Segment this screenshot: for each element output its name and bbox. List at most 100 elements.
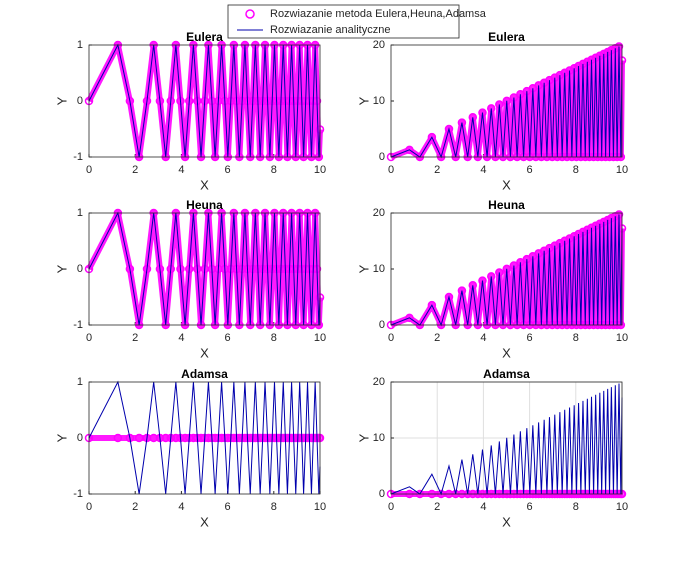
x-tick-label: 6 bbox=[527, 332, 533, 344]
y-tick-label: -1 bbox=[73, 319, 83, 331]
x-tick-label: 0 bbox=[86, 164, 92, 176]
axes-box bbox=[390, 381, 623, 495]
marker bbox=[405, 313, 414, 323]
x-tick-label: 8 bbox=[271, 332, 277, 344]
x-tick-label: 4 bbox=[178, 501, 184, 513]
x-tick-label: 4 bbox=[480, 332, 486, 344]
x-tick-label: 10 bbox=[616, 332, 628, 344]
y-tick-label: 0 bbox=[77, 263, 83, 275]
x-tick-label: 10 bbox=[616, 164, 628, 176]
subplot-title: Eulera bbox=[186, 30, 223, 44]
x-tick-label: 2 bbox=[132, 501, 138, 513]
x-tick-label: 4 bbox=[178, 164, 184, 176]
x-axis-label: X bbox=[502, 345, 511, 360]
x-tick-label: 10 bbox=[616, 501, 628, 513]
y-tick-label: 0 bbox=[379, 319, 385, 331]
y-axis-label: Y bbox=[356, 96, 371, 105]
y-axis-label: Y bbox=[54, 264, 69, 273]
y-axis-label: Y bbox=[54, 433, 69, 442]
y-tick-label: 20 bbox=[373, 376, 385, 388]
x-tick-label: 6 bbox=[225, 501, 231, 513]
y-tick-label: 0 bbox=[379, 488, 385, 500]
marker bbox=[149, 433, 158, 443]
x-tick-label: 0 bbox=[86, 501, 92, 513]
axes-box bbox=[88, 212, 321, 326]
x-tick-label: 2 bbox=[434, 164, 440, 176]
marker bbox=[113, 433, 123, 443]
x-tick-label: 8 bbox=[271, 164, 277, 176]
y-tick-label: 20 bbox=[373, 207, 385, 219]
marker bbox=[180, 433, 190, 443]
x-axis-label: X bbox=[200, 177, 209, 192]
x-tick-label: 6 bbox=[225, 332, 231, 344]
x-tick-label: 6 bbox=[225, 164, 231, 176]
subplot: 0 2 4 6 8 10 0 10 20 Eulera X Y bbox=[356, 30, 628, 192]
x-axis-label: X bbox=[200, 514, 209, 529]
x-tick-label: 2 bbox=[132, 164, 138, 176]
legend-label: Rozwiazanie metoda Eulera,Heuna,Adamsa bbox=[270, 8, 487, 20]
x-tick-label: 0 bbox=[86, 332, 92, 344]
marker bbox=[427, 300, 437, 310]
legend-box bbox=[227, 4, 460, 39]
subplot-title: Heuna bbox=[488, 198, 525, 212]
legend: Rozwiazanie metoda Eulera,Heuna,Adamsa Ro… bbox=[227, 4, 487, 39]
legend-marker bbox=[245, 9, 255, 19]
y-tick-label: 0 bbox=[379, 151, 385, 163]
marker bbox=[235, 433, 244, 443]
x-tick-label: 0 bbox=[388, 164, 394, 176]
x-tick-label: 2 bbox=[434, 332, 440, 344]
x-tick-label: 8 bbox=[573, 501, 579, 513]
y-tick-label: 0 bbox=[77, 95, 83, 107]
x-tick-label: 6 bbox=[527, 501, 533, 513]
marker bbox=[134, 433, 144, 443]
subplot-title: Heuna bbox=[186, 198, 223, 212]
y-tick-label: -1 bbox=[73, 151, 83, 163]
y-tick-label: 20 bbox=[373, 39, 385, 51]
x-tick-label: 10 bbox=[314, 164, 326, 176]
y-axis-label: Y bbox=[356, 433, 371, 442]
subplot: 0 2 4 6 8 10 0 10 20 Heuna X Y bbox=[356, 198, 628, 360]
line bbox=[390, 46, 623, 159]
axes-box bbox=[88, 44, 321, 158]
y-tick-label: 1 bbox=[77, 376, 83, 388]
marker bbox=[457, 286, 467, 295]
x-tick-label: 4 bbox=[480, 164, 486, 176]
y-tick-label: 10 bbox=[373, 432, 385, 444]
legend-label: Rozwiazanie analityczne bbox=[270, 24, 390, 36]
x-tick-label: 4 bbox=[480, 501, 486, 513]
x-tick-label: 6 bbox=[527, 164, 533, 176]
line bbox=[390, 214, 623, 327]
y-tick-label: 1 bbox=[77, 207, 83, 219]
marker bbox=[457, 118, 467, 127]
x-axis-label: X bbox=[502, 514, 511, 529]
x-axis-label: X bbox=[502, 177, 511, 192]
x-tick-label: 10 bbox=[314, 501, 326, 513]
line bbox=[88, 43, 321, 158]
y-tick-label: -1 bbox=[73, 488, 83, 500]
y-tick-label: 0 bbox=[77, 432, 83, 444]
line bbox=[390, 383, 623, 496]
marker bbox=[125, 96, 135, 106]
marker bbox=[444, 124, 454, 134]
marker bbox=[427, 132, 437, 142]
y-tick-label: 10 bbox=[373, 95, 385, 107]
x-tick-label: 0 bbox=[388, 501, 394, 513]
marker bbox=[171, 433, 181, 443]
x-tick-label: 2 bbox=[132, 332, 138, 344]
axes-box bbox=[390, 44, 623, 158]
x-tick-label: 8 bbox=[271, 501, 277, 513]
x-tick-label: 8 bbox=[573, 164, 579, 176]
y-axis-label: Y bbox=[356, 264, 371, 273]
y-tick-label: 1 bbox=[77, 39, 83, 51]
x-tick-label: 4 bbox=[178, 332, 184, 344]
x-axis-label: X bbox=[200, 345, 209, 360]
x-tick-label: 0 bbox=[388, 332, 394, 344]
y-axis-label: Y bbox=[54, 96, 69, 105]
marker bbox=[240, 433, 250, 443]
marker bbox=[161, 433, 170, 443]
